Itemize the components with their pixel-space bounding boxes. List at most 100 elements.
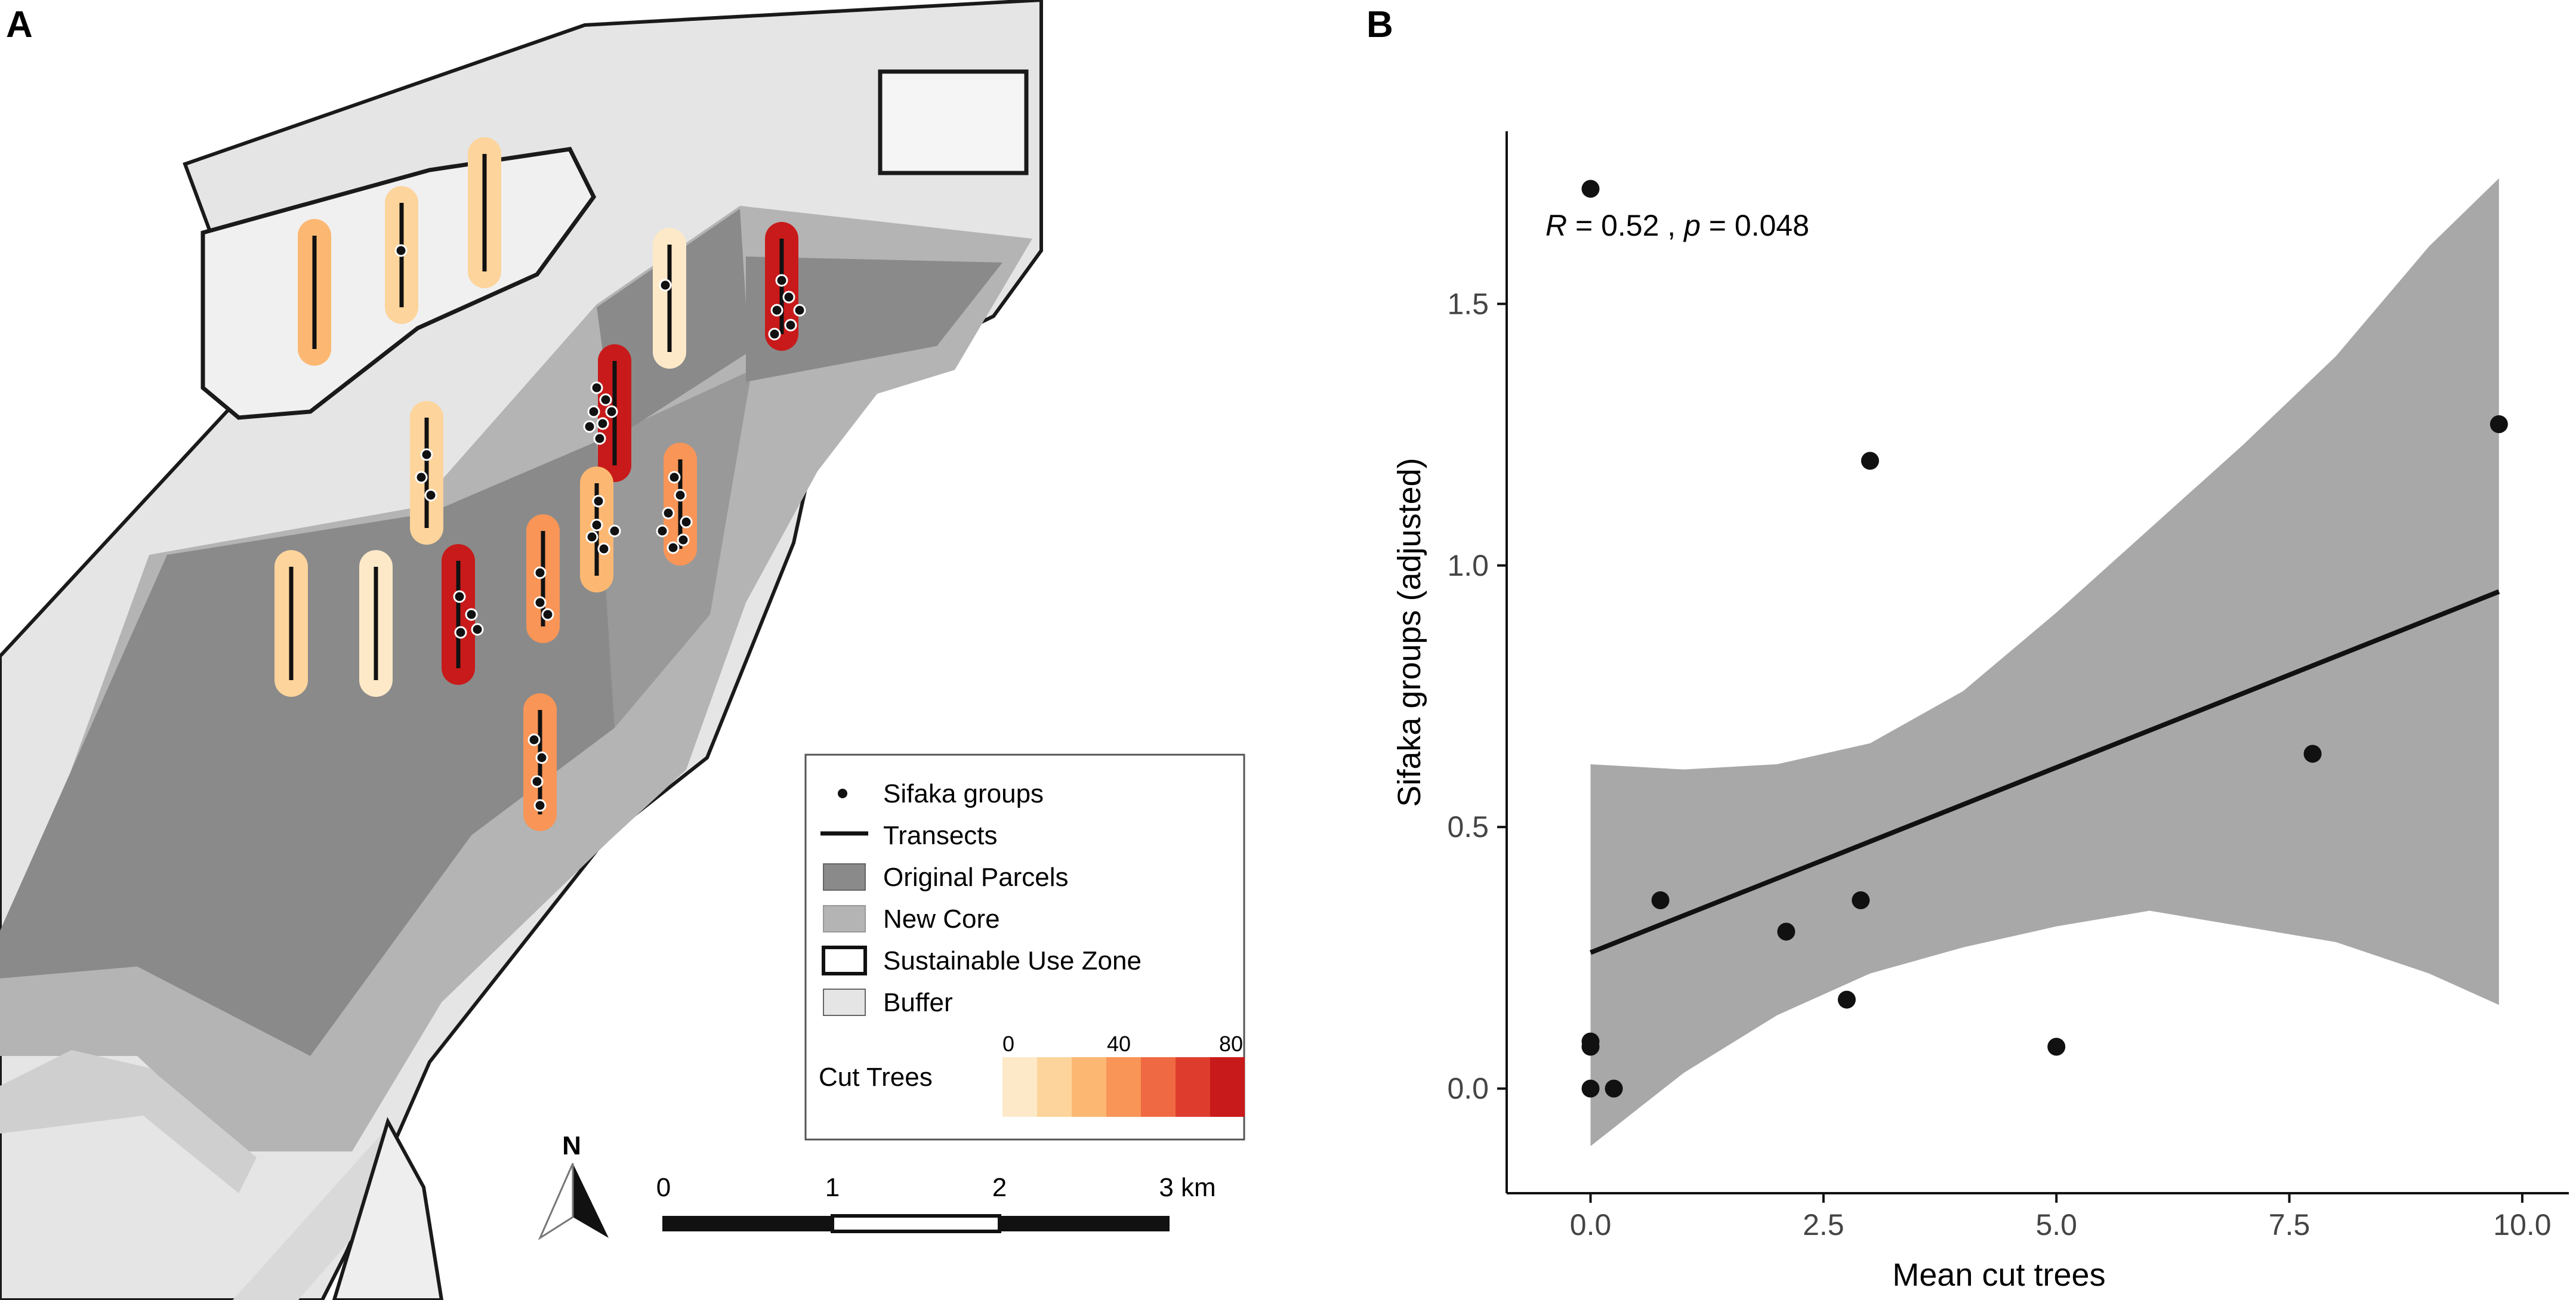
legend-sifaka-symbol bbox=[838, 789, 847, 798]
y-tick-label: 1.0 bbox=[1447, 549, 1489, 582]
data-point bbox=[2489, 415, 2508, 434]
scale-label-3km: 3 km bbox=[1159, 1173, 1215, 1202]
legend-cut-trees-title: Cut Trees bbox=[819, 1063, 933, 1092]
cut-scale-swatch bbox=[1176, 1057, 1210, 1117]
sifaka-group-point bbox=[680, 515, 693, 529]
transect bbox=[653, 228, 686, 369]
sifaka-group-point bbox=[541, 608, 554, 621]
buffer-strip bbox=[233, 1134, 412, 1300]
cut-scale-swatch bbox=[1037, 1057, 1072, 1117]
sifaka-group-point bbox=[420, 448, 433, 461]
transect bbox=[656, 443, 697, 566]
sifaka-group-point bbox=[590, 518, 603, 532]
sifaka-group-point bbox=[793, 304, 806, 317]
sifaka-group-point bbox=[770, 304, 783, 317]
transect bbox=[580, 467, 621, 592]
y-tick-label: 0.5 bbox=[1447, 810, 1489, 844]
scale-label-1: 1 bbox=[825, 1173, 840, 1202]
panel-label-a: A bbox=[6, 4, 33, 45]
transect bbox=[468, 137, 501, 288]
sifaka-group-point bbox=[784, 319, 797, 332]
data-point bbox=[1777, 922, 1796, 941]
data-point bbox=[1581, 180, 1600, 198]
sifaka-group-point bbox=[608, 524, 621, 538]
sifaka-group-point bbox=[415, 471, 428, 484]
north-arrow: N bbox=[538, 1131, 609, 1240]
legend-original-parcels-swatch bbox=[823, 863, 866, 891]
sifaka-group-point bbox=[656, 524, 669, 538]
data-point bbox=[2303, 745, 2322, 763]
sifaka-group-point bbox=[533, 596, 547, 609]
cut-trees-color-scale bbox=[1002, 1057, 1245, 1117]
legend-new-core-swatch bbox=[823, 905, 866, 932]
cut-trees-tick-40: 40 bbox=[1107, 1032, 1131, 1056]
scale-bar-segment-dark bbox=[999, 1216, 1170, 1231]
sifaka-group-point bbox=[465, 608, 478, 621]
data-point bbox=[1861, 452, 1879, 470]
north-arrow-dark-half bbox=[573, 1163, 609, 1238]
sustainable-use-zone-box bbox=[878, 69, 1029, 175]
sifaka-group-point bbox=[668, 471, 681, 484]
data-point bbox=[1837, 990, 1856, 1009]
scale-bar: 0 1 2 3 km bbox=[656, 1173, 1216, 1233]
scatter-chart: 0.0 2.5 5.0 7.5 10.0 0.0 0.5 1.0 1.5 Mean cut tr… bbox=[1392, 131, 2569, 1293]
legend-sustainable-use-swatch bbox=[822, 946, 867, 975]
map-panel: Sifaka groups Transects Original Parcels… bbox=[0, 0, 1245, 1300]
sifaka-group-point bbox=[453, 590, 466, 603]
transect bbox=[385, 186, 418, 324]
sifaka-group-point bbox=[593, 432, 606, 445]
data-point bbox=[1581, 1079, 1600, 1098]
transect bbox=[765, 222, 806, 351]
x-tick-label: 7.5 bbox=[2269, 1208, 2310, 1242]
sifaka-group-point bbox=[587, 405, 600, 418]
sifaka-group-point bbox=[527, 733, 541, 746]
x-tick-label: 5.0 bbox=[2035, 1208, 2077, 1242]
transect bbox=[442, 544, 484, 685]
transect bbox=[359, 550, 393, 697]
sifaka-group-point bbox=[585, 530, 599, 544]
transect bbox=[298, 219, 331, 366]
map-legend: Sifaka groups Transects Original Parcels… bbox=[804, 754, 1245, 1141]
transect bbox=[274, 550, 308, 697]
sifaka-group-point bbox=[662, 507, 675, 520]
transect bbox=[523, 693, 557, 831]
cut-scale-swatch bbox=[1072, 1057, 1106, 1117]
north-arrow-light-half bbox=[538, 1163, 574, 1240]
y-axis-label: Sifaka groups (adjusted) bbox=[1392, 458, 1427, 807]
buffer-area-small bbox=[332, 1117, 444, 1300]
sifaka-group-point bbox=[775, 274, 788, 287]
r-symbol: R bbox=[1545, 209, 1567, 242]
sifaka-group-point bbox=[782, 291, 795, 304]
x-tick-label: 2.5 bbox=[1803, 1208, 1844, 1242]
sifaka-group-point bbox=[424, 489, 437, 502]
r-value: = 0.52 , bbox=[1567, 209, 1684, 242]
legend-new-core-label: New Core bbox=[883, 904, 1000, 934]
data-point bbox=[2047, 1037, 2066, 1056]
sifaka-group-point bbox=[597, 542, 610, 555]
x-tick-label: 0.0 bbox=[1570, 1208, 1612, 1242]
scale-bar-segment-dark bbox=[662, 1216, 832, 1231]
sifaka-group-point bbox=[530, 775, 544, 788]
scale-label-0: 0 bbox=[656, 1173, 671, 1202]
cut-scale-swatch bbox=[1141, 1057, 1176, 1117]
buffer-strip bbox=[0, 1050, 257, 1193]
correlation-annotation: R = 0.52 , p = 0.048 bbox=[1545, 209, 1809, 242]
y-tick-label: 0.0 bbox=[1447, 1072, 1489, 1106]
cut-scale-swatch bbox=[1002, 1057, 1037, 1117]
cut-scale-swatch bbox=[1210, 1057, 1245, 1117]
sifaka-group-point bbox=[533, 799, 547, 812]
data-point bbox=[1581, 1037, 1600, 1056]
sifaka-group-point bbox=[659, 279, 672, 292]
legend-sustainable-use-label: Sustainable Use Zone bbox=[883, 946, 1142, 975]
sifaka-group-point bbox=[533, 566, 547, 579]
p-value: = 0.048 bbox=[1701, 209, 1809, 242]
sifaka-group-point bbox=[394, 244, 408, 257]
sifaka-group-point bbox=[583, 420, 596, 433]
sifaka-group-point bbox=[592, 495, 605, 508]
transect bbox=[526, 514, 560, 643]
scale-label-2: 2 bbox=[992, 1173, 1007, 1202]
sifaka-group-point bbox=[535, 751, 548, 764]
sifaka-group-point bbox=[596, 417, 609, 430]
data-point bbox=[1651, 891, 1670, 909]
legend-buffer-label: Buffer bbox=[883, 988, 953, 1017]
